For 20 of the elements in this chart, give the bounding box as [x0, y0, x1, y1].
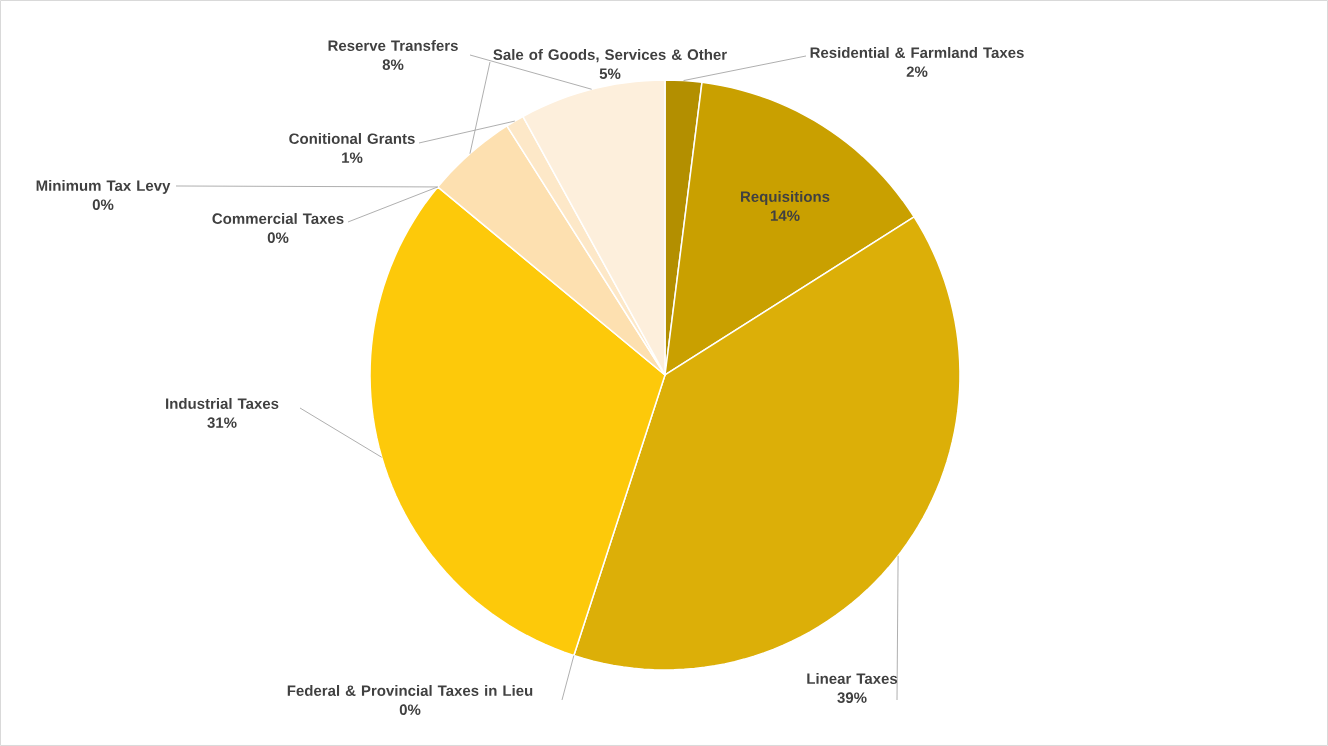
slice-label: Linear Taxes [807, 672, 898, 684]
data-label: 2% [906, 66, 928, 77]
category-label: Commercial Taxes [212, 212, 344, 224]
slice-label: Requisitions [741, 190, 830, 205]
category-label: Federal & Provincial Taxes in Lieu [287, 684, 533, 696]
category-label: Minimum Tax Levy [36, 179, 171, 194]
data-label: 31% [207, 417, 237, 429]
data-label: 5% [599, 68, 621, 79]
slice-label: Residential & Farmland Taxes [810, 46, 1024, 58]
data-label: 39% [837, 692, 867, 704]
data-label: 14% [770, 210, 800, 221]
slice-label: Industrial Taxes [166, 397, 279, 409]
slice-label: Reserve Transfers [328, 39, 458, 51]
text: 0% [92, 199, 114, 210]
slice-label: Sale of Goods, Services & Other [493, 48, 727, 63]
data-label: 1% [342, 152, 363, 163]
text: 0% [399, 704, 421, 715]
text: 0% [267, 232, 289, 243]
data-label: 8% [382, 59, 404, 70]
slice-label: Conitional Grants [289, 132, 415, 144]
